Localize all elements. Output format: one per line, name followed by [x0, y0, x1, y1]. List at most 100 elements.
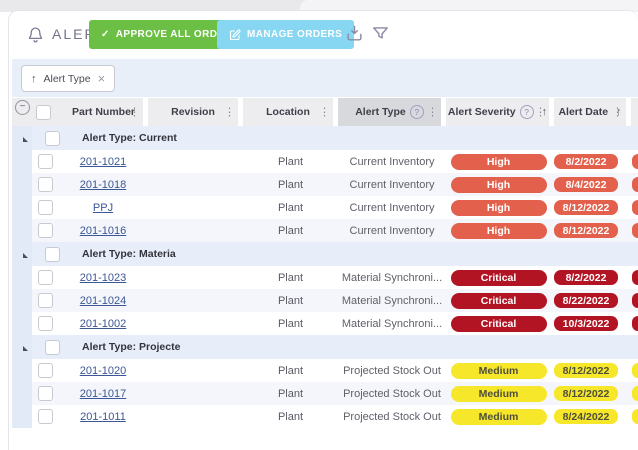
clipped-cell [621, 196, 638, 219]
date-badge: 8/12/2022 [554, 363, 618, 378]
group-row-current[interactable]: Alert Type: Current [12, 126, 638, 150]
header-cell-alert-type[interactable]: Alert Type ? ⋮ [338, 98, 441, 126]
edit-icon [229, 28, 241, 41]
group-label: Alert Type: Materia [82, 248, 176, 260]
group-expand-cell[interactable] [12, 242, 32, 266]
revision-cell [148, 219, 243, 242]
revision-cell [148, 196, 243, 219]
row-checkbox[interactable] [37, 363, 53, 378]
filter-icon[interactable] [371, 24, 390, 43]
group-checkbox[interactable] [45, 246, 60, 262]
row-checkbox[interactable] [37, 177, 53, 192]
group-row-projected[interactable]: Alert Type: Projecte [12, 335, 638, 359]
severity-badge: Critical [450, 269, 547, 286]
table-row: 201-1018 Plant Current Inventory High 8/… [12, 173, 638, 196]
row-checkbox[interactable] [37, 270, 53, 285]
revision-cell [148, 382, 243, 405]
date-badge: 8/4/2022 [554, 177, 618, 192]
column-menu-icon[interactable]: ⋮ [427, 106, 438, 119]
sort-asc-icon[interactable]: ↑ [616, 106, 622, 118]
collapse-all-icon[interactable]: − [15, 100, 30, 115]
group-checkbox[interactable] [45, 130, 60, 146]
column-menu-icon[interactable]: ⋮ [319, 106, 330, 119]
row-gutter [12, 382, 32, 405]
row-gutter [12, 405, 32, 428]
alert-type-cell: Current Inventory [349, 155, 435, 168]
group-expand-icon[interactable] [23, 345, 28, 351]
manage-button-label: MANAGE ORDERS [247, 29, 343, 40]
row-checkbox[interactable] [37, 293, 53, 308]
part-number-link[interactable]: 201-1011 [80, 410, 126, 423]
row-checkbox[interactable] [37, 154, 53, 169]
part-number-link[interactable]: PPJ [92, 201, 114, 214]
clipped-cell [621, 266, 638, 289]
row-checkbox[interactable] [37, 223, 53, 238]
part-number-link[interactable]: 201-1020 [79, 364, 127, 377]
table-row: 201-1017 Plant Projected Stock Out Mediu… [12, 382, 638, 405]
part-number-link[interactable]: 201-1018 [79, 178, 127, 191]
part-number-link[interactable]: 201-1023 [79, 271, 127, 284]
row-checkbox[interactable] [37, 316, 53, 331]
part-number-link[interactable]: 201-1021 [79, 155, 127, 168]
alert-type-cell: Material Synchroni... [341, 294, 443, 307]
row-checkbox[interactable] [37, 409, 53, 424]
row-checkbox[interactable] [37, 200, 53, 215]
alert-type-cell: Current Inventory [349, 224, 435, 237]
header-label: Revision [171, 106, 215, 118]
location-cell: Plant [277, 178, 304, 191]
header-cell-part-number[interactable]: − Part Number ⋮ [12, 98, 143, 126]
header-cell-alert-severity[interactable]: Alert Severity ? ↑ ⋮ [446, 98, 549, 126]
part-number-link[interactable]: 201-1002 [79, 317, 127, 330]
group-chip-alert-type[interactable]: ↑ Alert Type × [21, 65, 116, 92]
location-cell: Plant [277, 155, 304, 168]
header-cell-revision[interactable]: Revision ⋮ [148, 98, 238, 126]
header-cell-alert-date[interactable]: Alert Date ↑ ⋮ [554, 98, 626, 126]
part-number-link[interactable]: 201-1016 [79, 224, 127, 237]
table-row: 201-1024 Plant Material Synchroni... Cri… [12, 289, 638, 312]
column-menu-icon[interactable]: ⋮ [612, 106, 623, 119]
clipped-cell [621, 359, 638, 382]
severity-badge: Medium [450, 408, 547, 425]
export-icon[interactable] [345, 24, 364, 43]
header-label: Alert Date [558, 106, 609, 118]
location-cell: Plant [277, 410, 304, 423]
group-checkbox[interactable] [45, 339, 60, 355]
group-expand-icon[interactable] [23, 136, 28, 142]
table-row: 201-1002 Plant Material Synchroni... Cri… [12, 312, 638, 335]
revision-cell [148, 359, 243, 382]
group-label: Alert Type: Current [82, 132, 177, 144]
location-cell: Plant [277, 271, 304, 284]
header-label: Alert Severity [447, 106, 516, 118]
revision-cell [148, 405, 243, 428]
group-expand-cell[interactable] [12, 335, 32, 359]
part-number-link[interactable]: 201-1017 [79, 387, 127, 400]
date-badge: 8/12/2022 [554, 200, 618, 215]
group-expand-cell[interactable] [12, 126, 32, 150]
header-cell-location[interactable]: Location ⋮ [243, 98, 333, 126]
column-menu-icon[interactable]: ⋮ [535, 106, 546, 119]
select-all-checkbox[interactable] [36, 104, 51, 120]
location-cell: Plant [277, 317, 304, 330]
header-bar: ALERTS ✓ APPROVE ALL ORDERS MANAGE ORDER… [9, 11, 638, 59]
sort-asc-icon[interactable]: ↑ [541, 106, 548, 118]
chip-close-icon[interactable]: × [97, 71, 106, 86]
row-gutter [12, 219, 32, 242]
table-row: 201-1023 Plant Material Synchroni... Cri… [12, 266, 638, 289]
clipped-cell [621, 312, 638, 335]
group-row-material[interactable]: Alert Type: Materia [12, 242, 638, 266]
column-menu-icon[interactable]: ⋮ [129, 106, 140, 119]
help-icon[interactable]: ? [519, 105, 534, 119]
revision-cell [148, 266, 243, 289]
manage-orders-button[interactable]: MANAGE ORDERS [217, 20, 355, 49]
row-checkbox[interactable] [37, 386, 53, 401]
location-cell: Plant [277, 201, 304, 214]
help-icon[interactable]: ? [409, 105, 424, 119]
row-gutter [12, 266, 32, 289]
alerts-card: ALERTS ✓ APPROVE ALL ORDERS MANAGE ORDER… [8, 10, 638, 450]
group-expand-icon[interactable] [23, 252, 28, 258]
revision-cell [148, 289, 243, 312]
part-number-link[interactable]: 201-1024 [79, 294, 127, 307]
chip-sort-asc-icon[interactable]: ↑ [31, 72, 37, 85]
column-menu-icon[interactable]: ⋮ [224, 106, 235, 119]
